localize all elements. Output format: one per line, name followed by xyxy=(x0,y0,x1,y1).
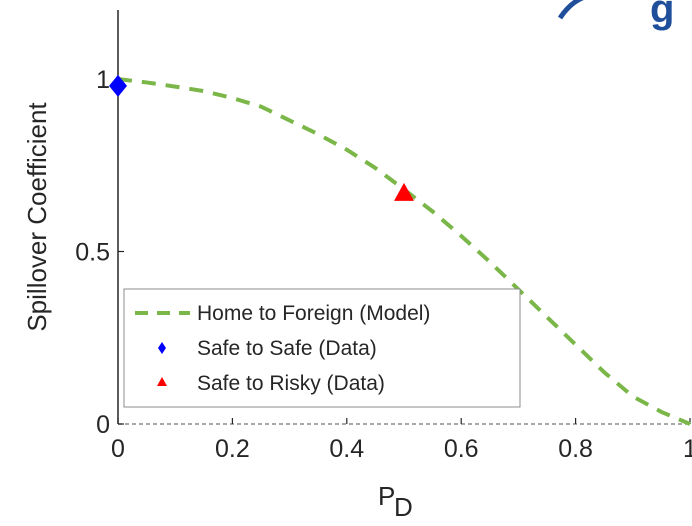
x-tick-label: 0.2 xyxy=(215,435,250,463)
legend-model-label: Home to Foreign (Model) xyxy=(197,302,430,325)
legend-box xyxy=(123,288,521,408)
y-tick-label: 0 xyxy=(96,411,110,439)
y-tick-label: 1 xyxy=(96,66,110,94)
safe-to-risky-point xyxy=(394,182,414,201)
legend-safe-diamond-icon xyxy=(158,342,166,354)
x-tick-label: 0.6 xyxy=(444,435,479,463)
clipped-top-stroke xyxy=(557,0,584,20)
x-tick-label: 0.4 xyxy=(329,435,364,463)
legend-safe-label: Safe to Safe (Data) xyxy=(197,337,377,360)
x-tick-label: 0 xyxy=(111,435,125,463)
plot-area xyxy=(109,74,691,426)
safe-to-safe-point xyxy=(109,74,127,97)
legend: Home to Foreign (Model) Safe to Safe (Da… xyxy=(123,288,521,408)
legend-risky-triangle-icon xyxy=(157,377,167,386)
y-axis-title: Spillover Coefficient xyxy=(22,102,52,332)
y-tick-label: 0.5 xyxy=(75,239,110,267)
x-tick-label: 0.8 xyxy=(558,435,593,463)
x-axis-title-subscript: D xyxy=(394,492,413,522)
clipped-top-text: g xyxy=(650,0,674,31)
x-tick-label: 1 xyxy=(683,435,692,463)
x-axis-title: P xyxy=(378,481,395,511)
axis-ticks: 0 0.2 0.4 0.6 0.8 1 0 0.5 1 xyxy=(75,66,692,463)
legend-risky-label: Safe to Risky (Data) xyxy=(197,372,385,395)
model-series-line xyxy=(117,77,691,426)
